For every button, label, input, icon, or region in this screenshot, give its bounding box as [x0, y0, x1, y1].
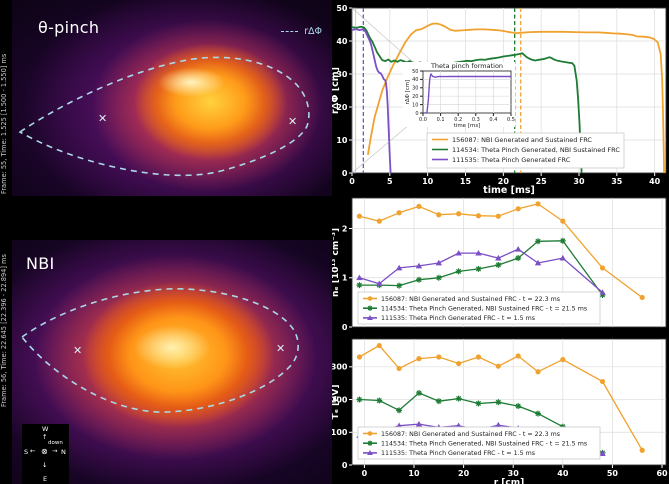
svg-text:0: 0	[415, 111, 418, 117]
svg-text:40: 40	[649, 177, 661, 186]
svg-text:30: 30	[336, 70, 348, 79]
compass-down-note: down	[48, 440, 63, 446]
svg-text:1: 1	[342, 274, 348, 283]
svg-text:0: 0	[349, 177, 355, 186]
svg-text:40: 40	[412, 77, 418, 83]
svg-text:20: 20	[412, 94, 418, 100]
svg-text:0: 0	[342, 323, 348, 332]
contour-legend: r∆Φ	[281, 26, 322, 37]
svg-text:156087: NBI Generated and Sust: 156087: NBI Generated and Sustained FRC …	[381, 296, 560, 303]
svg-text:100: 100	[332, 428, 348, 437]
null-point-marker: ✕	[288, 115, 298, 128]
svg-text:10: 10	[412, 102, 418, 108]
arrow-right-icon: →	[52, 447, 58, 455]
svg-text:35: 35	[611, 177, 623, 186]
svg-text:40: 40	[336, 37, 348, 46]
svg-text:2: 2	[342, 224, 348, 233]
frame-info-top: Frame: 55, Time: 1.525 [1.500 - 1.550] m…	[0, 53, 8, 194]
svg-text:5: 5	[387, 177, 393, 186]
compass-west-label: W	[42, 425, 49, 433]
svg-text:Tₑ [eV]: Tₑ [eV]	[332, 385, 341, 420]
svg-text:25: 25	[536, 177, 548, 186]
svg-text:111535: Theta Pinch Generated: 111535: Theta Pinch Generated FRC - t = …	[381, 450, 535, 457]
svg-text:20: 20	[498, 177, 510, 186]
compass-north-label: N	[61, 448, 66, 456]
into-page-icon: ⊗	[41, 447, 48, 456]
svg-text:10: 10	[336, 136, 348, 145]
arrow-left-icon: ←	[30, 447, 36, 455]
svg-text:20: 20	[458, 469, 470, 478]
svg-text:10: 10	[408, 469, 420, 478]
svg-text:156087: NBI Generated and Sust: 156087: NBI Generated and Sustained FRC	[452, 136, 592, 144]
svg-text:50: 50	[607, 469, 619, 478]
orientation-compass: W ↑ S ← ⊗ down → N ↓ E	[22, 424, 69, 484]
svg-text:time [ms]: time [ms]	[483, 185, 535, 196]
null-point-marker: ✕	[73, 344, 83, 357]
separatrix-contour-top	[18, 56, 310, 177]
svg-text:0.2: 0.2	[454, 117, 462, 123]
compass-east-label: E	[43, 475, 48, 483]
arrow-up-icon: ↑	[42, 433, 48, 441]
frame-info-bottom: Frame: 56, Time: 22.645 [22.396 - 22.894…	[0, 254, 8, 407]
svg-text:r∆Φ [cm]: r∆Φ [cm]	[332, 67, 341, 114]
svg-text:0: 0	[342, 169, 348, 178]
separatrix-contour-bottom	[20, 288, 299, 413]
svg-text:30: 30	[508, 469, 520, 478]
svg-text:50: 50	[412, 69, 418, 75]
density-profile-chart: 0 1 2nₑ [10¹³ cm⁻³] 156087: NBI Generated a…	[332, 197, 667, 332]
arrow-down-icon: ↓	[42, 461, 48, 469]
svg-text:Theta pinch formation: Theta pinch formation	[430, 62, 503, 70]
svg-text:114534: Theta Pinch Generated,: 114534: Theta Pinch Generated, NBI Susta…	[452, 146, 620, 154]
svg-text:r [cm]: r [cm]	[494, 478, 525, 484]
svg-text:30: 30	[412, 86, 418, 92]
svg-text:0: 0	[342, 461, 348, 470]
svg-text:0.1: 0.1	[437, 117, 445, 123]
svg-text:300: 300	[332, 363, 348, 372]
svg-text:20: 20	[336, 103, 348, 112]
theta-pinch-label: θ-pinch	[38, 18, 100, 37]
svg-text:111535: Theta Pinch Generated: 111535: Theta Pinch Generated FRC - t = …	[381, 315, 535, 322]
svg-text:0.0: 0.0	[419, 117, 427, 123]
svg-text:30: 30	[573, 177, 585, 186]
charts-panel: 0 5 10 15 20 25 30 35 40 0 10 20 30 40 50 time [ms] r∆Φ …	[332, 0, 669, 484]
svg-text:time [ms]: time [ms]	[454, 123, 481, 129]
svg-text:114534: Theta Pinch Generated,: 114534: Theta Pinch Generated, NBI Susta…	[381, 441, 587, 448]
svg-text:r∆Φ [cm]: r∆Φ [cm]	[405, 80, 411, 105]
svg-text:0: 0	[362, 469, 368, 478]
svg-text:156087: NBI Generated and Sust: 156087: NBI Generated and Sustained FRC …	[381, 431, 560, 438]
null-point-marker: ✕	[276, 342, 286, 355]
svg-text:15: 15	[460, 177, 472, 186]
nbi-image: NBI ✕ ✕ W ↑ S ← ⊗ down → N ↓ E	[12, 240, 332, 484]
svg-text:60: 60	[656, 469, 668, 478]
svg-text:200: 200	[332, 395, 348, 404]
svg-text:nₑ [10¹³ cm⁻³]: nₑ [10¹³ cm⁻³]	[332, 228, 341, 297]
svg-text:114534: Theta Pinch Generated,: 114534: Theta Pinch Generated, NBI Susta…	[381, 306, 587, 313]
contour-legend-label: r∆Φ	[304, 26, 322, 37]
compass-south-label: S	[24, 448, 29, 456]
svg-text:0.3: 0.3	[472, 117, 480, 123]
dashed-line-sample	[281, 31, 299, 32]
svg-text:40: 40	[557, 469, 569, 478]
svg-text:50: 50	[336, 4, 348, 13]
time-trace-chart: 0 5 10 15 20 25 30 35 40 0 10 20 30 40 50 time [ms] r∆Φ …	[332, 4, 667, 196]
svg-text:111535: Theta Pinch Generated: 111535: Theta Pinch Generated FRC	[452, 156, 571, 164]
null-point-marker: ✕	[98, 112, 108, 125]
svg-text:0.5: 0.5	[507, 117, 515, 123]
svg-text:10: 10	[422, 177, 434, 186]
theta-pinch-image: θ-pinch r∆Φ ✕ ✕	[12, 0, 332, 196]
nbi-label: NBI	[26, 254, 55, 273]
temperature-profile-chart: 0 10 20 30 40 50 60 0 100 200 300 r [cm] Tₑ [eV] 1560…	[332, 338, 668, 484]
svg-text:0.4: 0.4	[489, 117, 497, 123]
